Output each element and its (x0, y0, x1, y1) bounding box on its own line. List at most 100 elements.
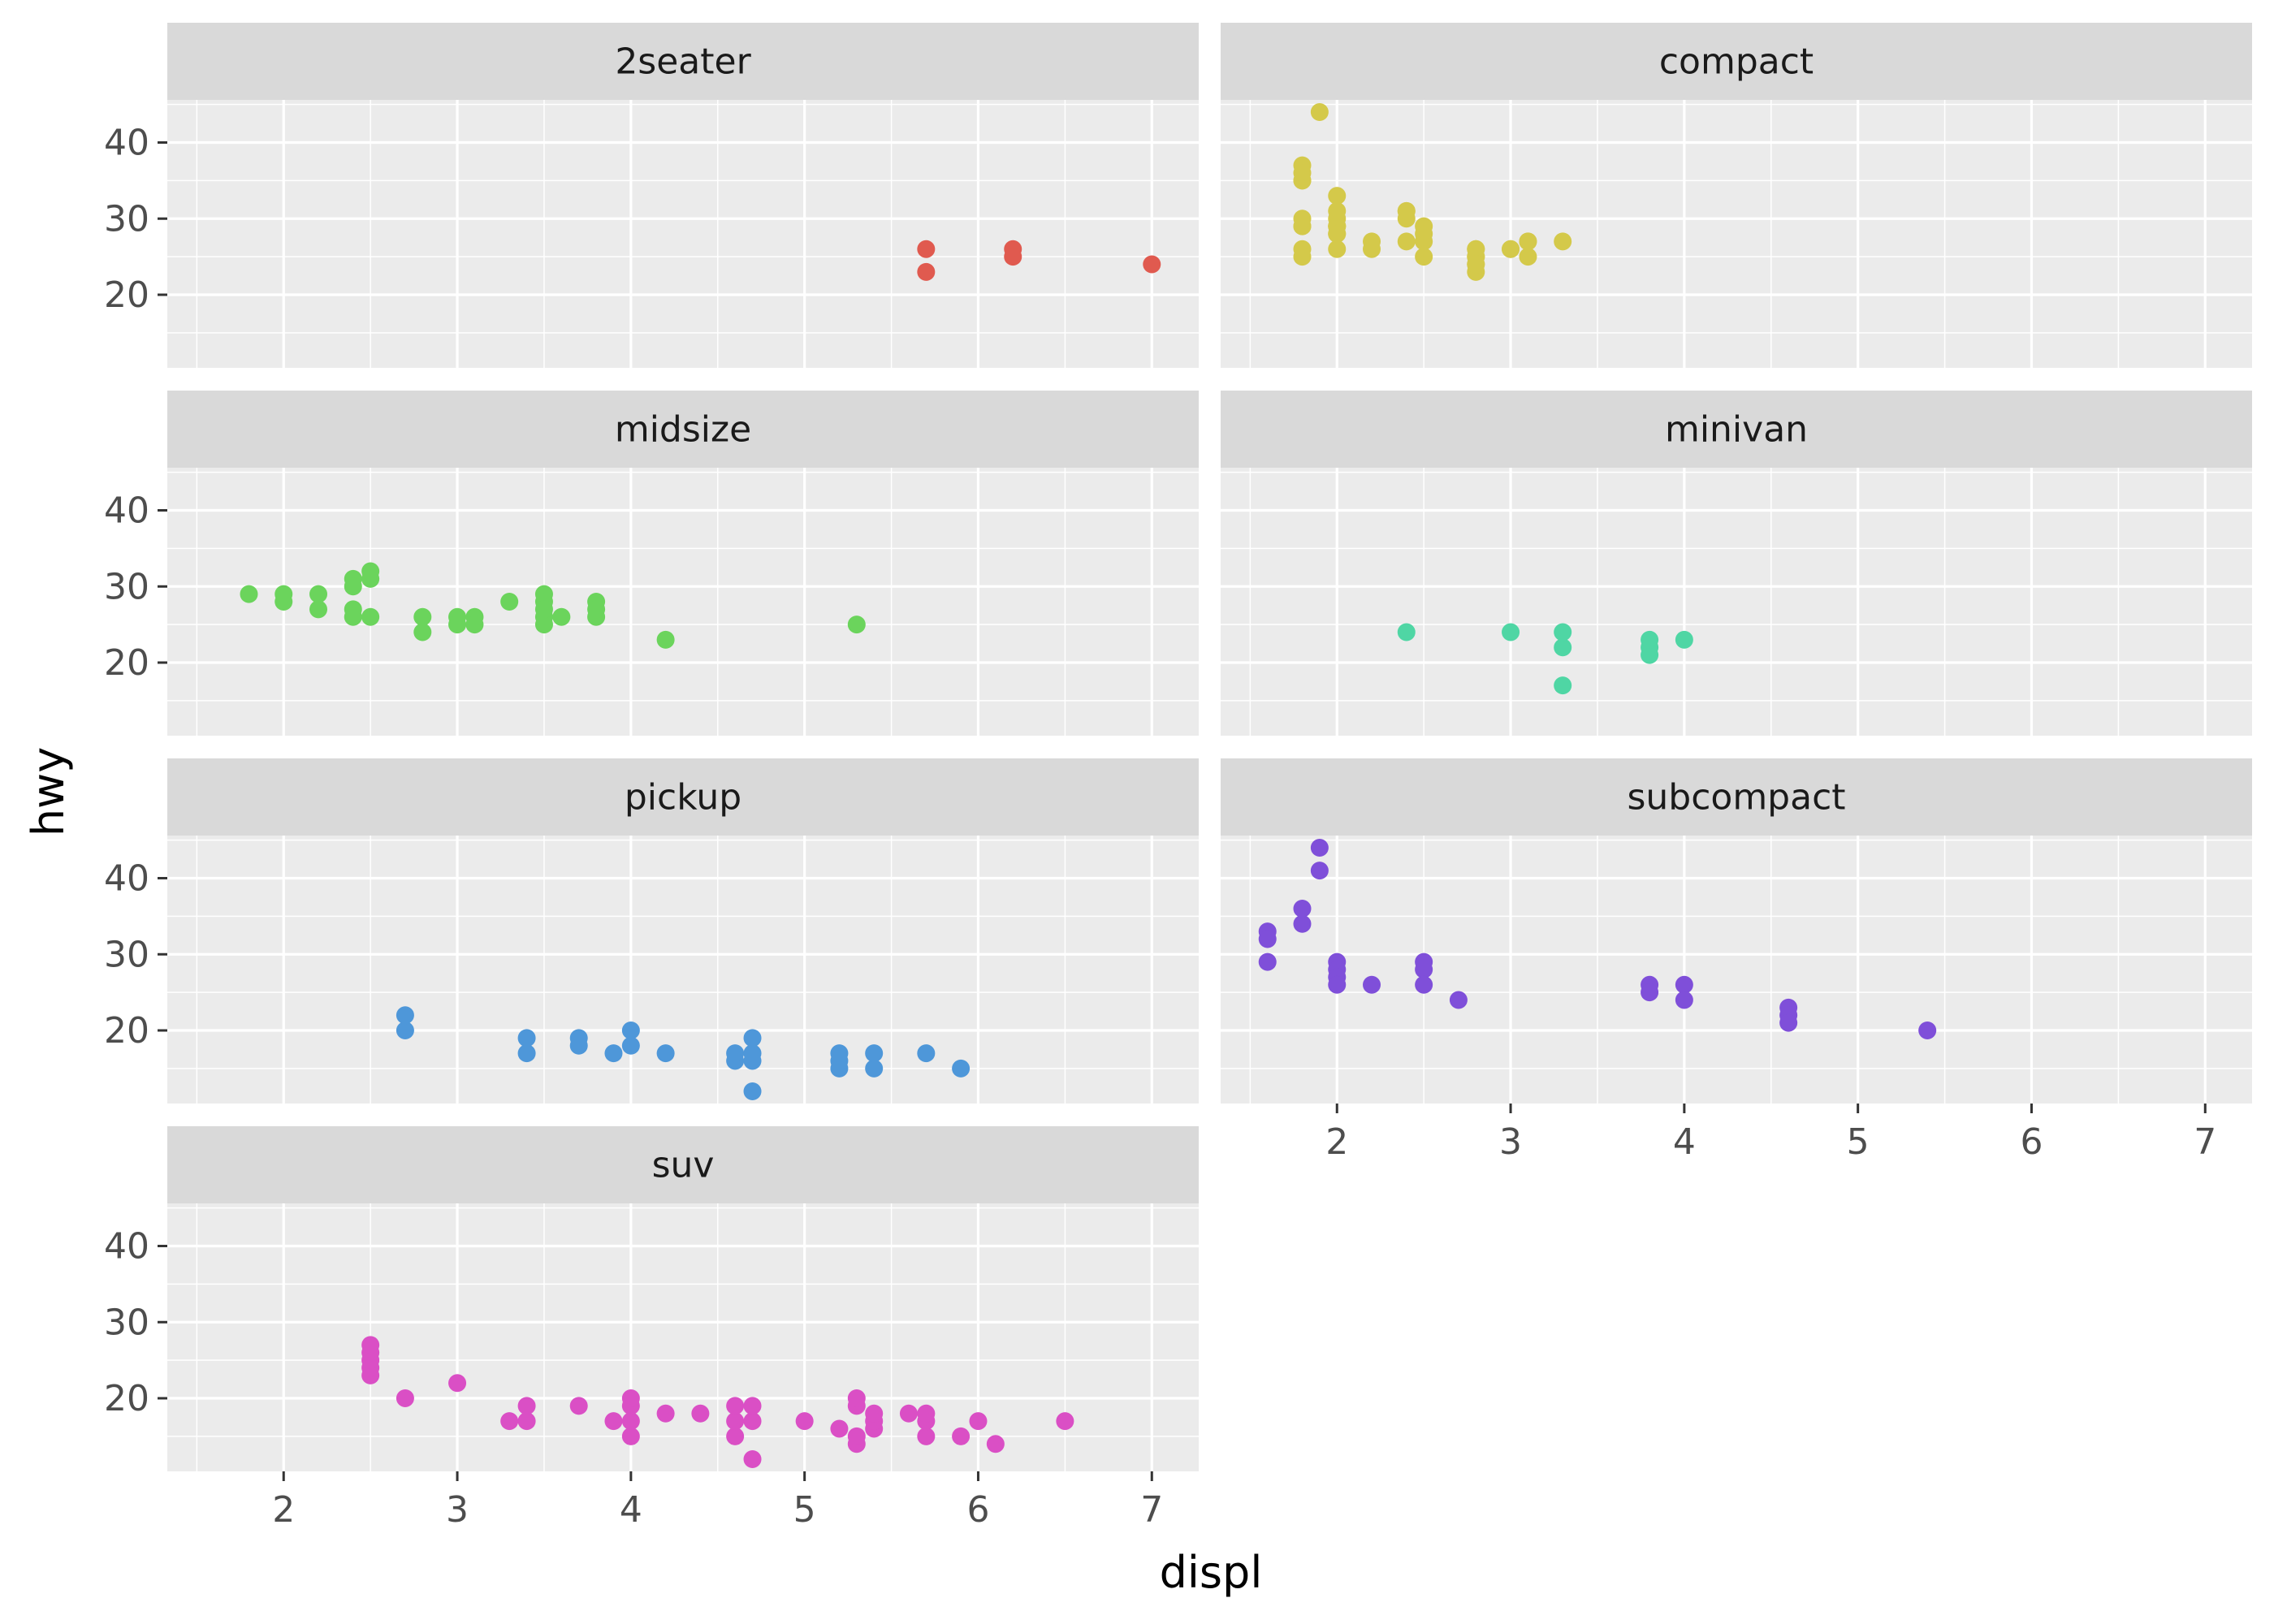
data-point (743, 1044, 762, 1063)
data-point (448, 1374, 467, 1393)
data-point (465, 615, 484, 634)
data-point (726, 1397, 745, 1415)
facet-panels: 2seater 20 30 40 compact midsize 20 30 40 minivan… (104, 23, 2252, 1531)
data-point (726, 1412, 745, 1431)
x-tick-label: 3 (1499, 1121, 1522, 1163)
strip-label: compact (1659, 41, 1814, 83)
data-point (413, 607, 432, 626)
y-tick-label: 40 (104, 1226, 149, 1268)
data-point (517, 1029, 536, 1047)
strip-background (1221, 23, 2252, 100)
data-point (1415, 248, 1433, 266)
data-point (1293, 164, 1312, 182)
data-point (1502, 240, 1520, 258)
data-point (656, 1404, 675, 1423)
panel-background (1221, 468, 2252, 736)
data-point (621, 1021, 640, 1039)
strip-background (167, 1126, 1199, 1203)
data-point (517, 1044, 536, 1063)
data-point (1143, 255, 1161, 274)
y-tick-label: 30 (104, 1302, 149, 1343)
facet-suv: suv 20 30 40 2 3 4 5 6 7 (104, 1126, 1199, 1531)
data-point (1310, 839, 1329, 857)
data-point (534, 600, 553, 619)
x-tick-label: 5 (1847, 1121, 1870, 1163)
y-tick-label: 40 (104, 490, 149, 532)
data-point (743, 1029, 762, 1047)
data-point (1415, 975, 1433, 994)
data-point (1554, 638, 1572, 657)
data-point (621, 1389, 640, 1407)
data-point (1328, 187, 1347, 205)
data-point (396, 1006, 414, 1025)
data-point (847, 1427, 866, 1445)
data-point (344, 607, 362, 626)
data-point (309, 585, 328, 603)
data-point (309, 600, 328, 619)
panel-background (167, 1203, 1199, 1471)
x-tick-label: 2 (272, 1489, 295, 1531)
data-point (1675, 991, 1693, 1009)
data-point (656, 630, 675, 649)
y-tick-label: 20 (104, 1010, 149, 1052)
data-point (361, 562, 380, 581)
y-tick-label: 30 (104, 566, 149, 607)
data-point (917, 1404, 936, 1423)
data-point (534, 615, 553, 634)
data-point (743, 1397, 762, 1415)
x-tick-label: 5 (793, 1489, 816, 1531)
data-point (726, 1044, 745, 1063)
y-tick-label: 20 (104, 274, 149, 316)
data-point (517, 1397, 536, 1415)
data-point (1554, 676, 1572, 695)
x-tick-label: 7 (1140, 1489, 1163, 1531)
data-point (517, 1412, 536, 1431)
data-point (726, 1427, 745, 1445)
data-point (969, 1412, 988, 1431)
panel-background (1221, 100, 2252, 368)
facet-subcompact: subcompact 2 3 4 5 6 7 (1221, 758, 2252, 1163)
data-point (413, 623, 432, 641)
y-tick-label: 40 (104, 858, 149, 900)
panel-background (1221, 836, 2252, 1104)
data-point (795, 1412, 814, 1431)
data-point (361, 1336, 380, 1354)
strip-background (167, 391, 1199, 468)
data-point (448, 615, 467, 634)
data-point (1310, 103, 1329, 121)
data-point (691, 1404, 710, 1423)
strip-label: 2seater (615, 41, 751, 83)
data-point (830, 1419, 849, 1438)
x-axis-title: displ (1160, 1547, 1263, 1598)
data-point (587, 600, 606, 619)
data-point (275, 585, 293, 603)
data-point (621, 1412, 640, 1431)
data-point (1641, 983, 1659, 1002)
strip-background (167, 758, 1199, 836)
data-point (604, 1044, 623, 1063)
data-point (1056, 1412, 1074, 1431)
data-point (1554, 232, 1572, 251)
strip-label: midsize (615, 409, 751, 451)
data-point (1519, 248, 1537, 266)
strip-background (1221, 758, 2252, 836)
strip-label: suv (652, 1145, 715, 1186)
data-point (1310, 862, 1329, 880)
y-tick-label: 30 (104, 198, 149, 240)
data-point (621, 1036, 640, 1055)
data-point (1675, 630, 1693, 649)
data-point (1918, 1021, 1937, 1039)
x-tick-label: 4 (1673, 1121, 1696, 1163)
data-point (865, 1044, 884, 1063)
data-point (1293, 248, 1312, 266)
data-point (569, 1029, 588, 1047)
data-point (847, 1389, 866, 1407)
data-point (1675, 975, 1693, 994)
data-point (1467, 255, 1485, 274)
facet-minivan: minivan (1221, 391, 2252, 736)
data-point (500, 1412, 519, 1431)
facet-midsize: midsize 20 30 40 (104, 391, 1199, 736)
data-point (743, 1082, 762, 1100)
panel-background (167, 100, 1199, 368)
